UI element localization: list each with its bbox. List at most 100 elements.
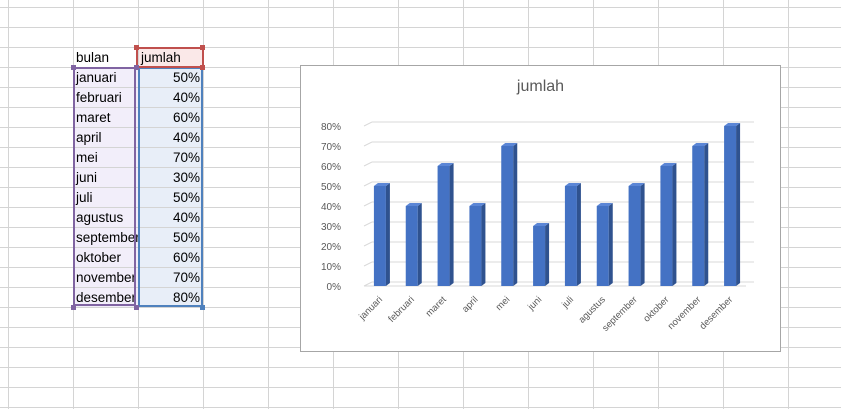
- bar-top: [533, 223, 550, 226]
- bar-top: [373, 183, 390, 186]
- bar-desember[interactable]: [724, 123, 741, 286]
- cell-bulan[interactable]: agustus: [76, 210, 124, 225]
- cell-jumlah[interactable]: 80%: [172, 290, 200, 305]
- bar-top: [564, 183, 581, 186]
- cell-jumlah[interactable]: 70%: [172, 150, 200, 165]
- header-cell-bulan[interactable]: bulan: [76, 50, 110, 65]
- cell-bulan[interactable]: februari: [76, 90, 122, 105]
- bar-side: [576, 183, 581, 286]
- bar-top: [596, 203, 613, 206]
- x-tick-label: februari: [386, 294, 417, 325]
- bar-front[interactable]: [596, 206, 609, 286]
- bar-top: [469, 203, 486, 206]
- gridline: [363, 221, 373, 227]
- bar-side: [417, 203, 422, 286]
- y-tick-label: 0%: [327, 282, 342, 293]
- bar-front[interactable]: [373, 186, 386, 286]
- selection-fill-header: [137, 47, 203, 67]
- bar-side: [449, 163, 454, 286]
- bar-front[interactable]: [437, 166, 450, 286]
- cell-jumlah[interactable]: 60%: [172, 110, 200, 125]
- bar-februari[interactable]: [405, 203, 422, 286]
- header-cell-jumlah[interactable]: jumlah: [141, 50, 181, 65]
- bar-januari[interactable]: [373, 183, 390, 286]
- cell-bulan[interactable]: november: [76, 270, 137, 285]
- gridline: [363, 281, 373, 287]
- bar-side: [481, 203, 486, 286]
- range-highlight-bulan: [73, 67, 136, 306]
- resize-handle[interactable]: [200, 305, 205, 310]
- gridline: [363, 201, 373, 207]
- resize-handle[interactable]: [134, 65, 139, 70]
- bar-april[interactable]: [469, 203, 486, 286]
- bar-juni[interactable]: [533, 223, 550, 286]
- bar-top: [628, 183, 645, 186]
- cell-jumlah[interactable]: 50%: [172, 190, 200, 205]
- bar-front[interactable]: [692, 146, 705, 286]
- resize-handle[interactable]: [71, 305, 76, 310]
- gridline: [363, 181, 373, 187]
- x-tick-label: maret: [424, 294, 449, 319]
- resize-handle[interactable]: [200, 45, 205, 50]
- x-tick-label: desember: [698, 294, 736, 332]
- cell-bulan[interactable]: september: [76, 230, 138, 245]
- chart-object[interactable]: jumlah 0% 10% 20% 30% 40% 50% 60% 70% 80% januari…: [300, 65, 781, 352]
- bar-front[interactable]: [501, 146, 514, 286]
- y-tick-label: 50%: [321, 182, 341, 193]
- cell-jumlah[interactable]: 70%: [172, 270, 200, 285]
- cell-bulan[interactable]: januari: [76, 70, 117, 85]
- cell-jumlah[interactable]: 40%: [172, 90, 200, 105]
- chart-title[interactable]: jumlah: [516, 78, 565, 95]
- bar-front[interactable]: [628, 186, 641, 286]
- cell-jumlah[interactable]: 60%: [172, 250, 200, 265]
- gridline: [363, 141, 373, 147]
- chart-plot-area[interactable]: 0% 10% 20% 30% 40% 50% 60% 70% 80% januari februar…: [301, 66, 780, 351]
- cell-bulan[interactable]: oktober: [76, 250, 122, 265]
- cell-jumlah[interactable]: 50%: [172, 230, 200, 245]
- resize-handle[interactable]: [71, 65, 76, 70]
- bar-oktober[interactable]: [660, 163, 677, 286]
- cell-jumlah[interactable]: 40%: [172, 130, 200, 145]
- bar-side: [704, 143, 709, 286]
- cell-bulan[interactable]: desember: [76, 290, 137, 305]
- cell-bulan[interactable]: mei: [76, 150, 98, 165]
- cell-bulan[interactable]: maret: [76, 110, 111, 125]
- cell-jumlah[interactable]: 40%: [172, 210, 200, 225]
- range-highlight-jumlah: [138, 67, 203, 307]
- cell-bulan[interactable]: april: [76, 130, 102, 145]
- bar-top: [501, 143, 518, 146]
- bar-side: [672, 163, 677, 286]
- bar-top: [692, 143, 709, 146]
- bar-september[interactable]: [628, 183, 645, 286]
- y-tick-label: 20%: [321, 242, 341, 253]
- y-tick-label: 80%: [321, 122, 341, 133]
- bar-front[interactable]: [660, 166, 673, 286]
- cell-jumlah[interactable]: 30%: [172, 170, 200, 185]
- bar-front[interactable]: [533, 226, 546, 286]
- resize-handle[interactable]: [134, 45, 139, 50]
- cell-bulan[interactable]: juni: [76, 170, 98, 185]
- resize-handle[interactable]: [200, 65, 205, 70]
- bar-november[interactable]: [692, 143, 709, 286]
- bar-top: [405, 203, 422, 206]
- cell-bulan[interactable]: juli: [76, 190, 93, 205]
- bar-top: [437, 163, 454, 166]
- bar-juli[interactable]: [564, 183, 581, 286]
- bar-front[interactable]: [724, 126, 737, 286]
- bar-side: [736, 123, 741, 286]
- gridline: [363, 241, 373, 247]
- bar-maret[interactable]: [437, 163, 454, 286]
- y-tick-label: 40%: [321, 202, 341, 213]
- bar-front[interactable]: [469, 206, 482, 286]
- bar-front[interactable]: [564, 186, 577, 286]
- bar-agustus[interactable]: [596, 203, 613, 286]
- gridline: [363, 161, 373, 167]
- y-tick-label: 10%: [321, 262, 341, 273]
- bar-top: [660, 163, 677, 166]
- bar-mei[interactable]: [501, 143, 518, 286]
- x-tick-label: juli: [559, 294, 576, 311]
- y-tick-label: 30%: [321, 222, 341, 233]
- cell-jumlah[interactable]: 50%: [172, 70, 200, 85]
- bar-front[interactable]: [405, 206, 418, 286]
- resize-handle[interactable]: [134, 305, 139, 310]
